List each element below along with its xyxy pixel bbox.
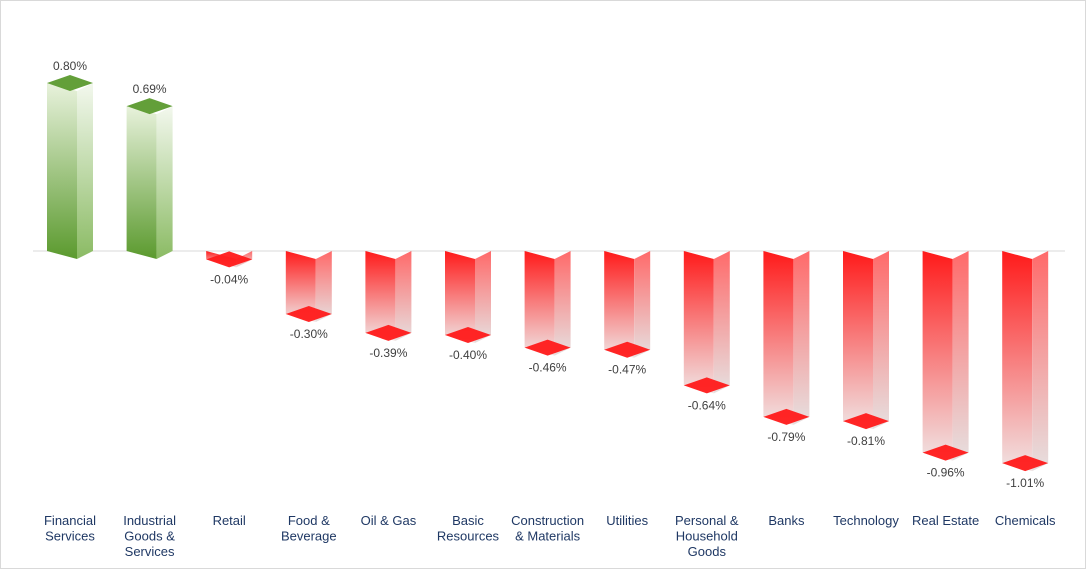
value-label: -0.39% — [369, 346, 407, 360]
category-label: Industrial Goods & Services — [123, 513, 176, 559]
value-label: -0.79% — [767, 430, 805, 444]
category-label: Banks — [768, 513, 805, 528]
bar — [604, 251, 651, 358]
value-label: -0.47% — [608, 363, 646, 377]
bar — [683, 251, 730, 394]
category-label: Utilities — [606, 513, 648, 528]
value-label: 0.80% — [53, 59, 87, 73]
bar — [206, 251, 253, 268]
category-label: Oil & Gas — [361, 513, 417, 528]
category-labels-group: Financial Services Industrial Goods & Servic… — [44, 513, 1056, 559]
bar — [445, 251, 491, 343]
bar — [126, 98, 173, 259]
category-label: Technology — [833, 513, 899, 528]
category-label: Personal & Household Goods — [675, 513, 739, 559]
category-label: Real Estate — [912, 513, 979, 528]
bar — [285, 251, 332, 322]
value-labels-group: 0.80% 0.69% -0.04% -0.30% -0.39% -0.40% -0.46%… — [53, 59, 1045, 490]
category-label: Chemicals — [995, 513, 1056, 528]
category-label: Basic Resources — [437, 513, 500, 544]
value-label: -0.04% — [210, 272, 248, 286]
bar — [524, 251, 571, 356]
bar — [1002, 251, 1049, 472]
category-label: Food & Beverage — [281, 513, 337, 544]
value-label: -0.30% — [290, 327, 328, 341]
bar — [47, 75, 93, 259]
bar — [922, 251, 969, 461]
category-label: Retail — [213, 513, 246, 528]
value-label: -0.81% — [847, 434, 885, 448]
bars-group — [47, 75, 1049, 472]
category-label: Financial Services — [44, 513, 96, 544]
value-label: -0.64% — [688, 398, 726, 412]
bar — [365, 251, 412, 341]
value-label: -0.96% — [927, 466, 965, 480]
bar — [843, 251, 889, 430]
category-label: Construction & Materials — [511, 513, 584, 544]
value-label: -0.40% — [449, 348, 487, 362]
value-label: -1.01% — [1006, 476, 1044, 490]
value-label: -0.46% — [529, 361, 567, 375]
bar — [763, 251, 810, 425]
value-label: 0.69% — [133, 82, 167, 96]
